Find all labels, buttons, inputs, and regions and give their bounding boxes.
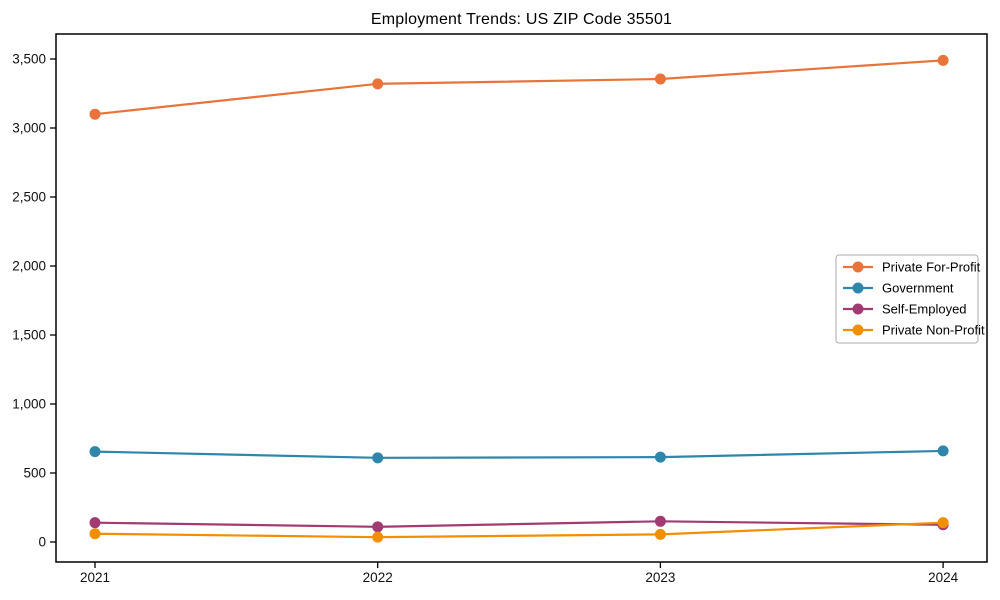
legend-marker-private-non-profit xyxy=(852,324,864,336)
series-marker-private-for-profit xyxy=(937,54,949,66)
legend-marker-self-employed xyxy=(852,303,864,315)
series-marker-government xyxy=(372,452,384,464)
x-tick-label: 2023 xyxy=(645,570,675,585)
legend-label-private-non-profit: Private Non-Profit xyxy=(882,323,985,338)
series-marker-private-for-profit xyxy=(654,73,666,85)
y-tick-label: 1,000 xyxy=(12,397,46,412)
series-line-self-employed xyxy=(93,520,945,528)
x-tick-label: 2022 xyxy=(363,570,393,585)
series-marker-self-employed xyxy=(372,521,384,533)
legend-label-self-employed: Self-Employed xyxy=(882,302,967,317)
x-tick-label: 2024 xyxy=(928,570,959,585)
y-tick-label: 3,500 xyxy=(12,52,46,67)
series-marker-private-non-profit xyxy=(89,528,101,540)
y-tick-label: 0 xyxy=(38,535,46,550)
series-line-government xyxy=(93,449,945,459)
x-tick-label: 2021 xyxy=(80,570,110,585)
series-marker-private-for-profit xyxy=(372,78,384,90)
plot-frame xyxy=(55,33,988,563)
series-marker-government xyxy=(937,445,949,457)
legend-marker-government xyxy=(852,282,864,294)
y-tick-label: 2,000 xyxy=(12,259,46,274)
y-tick-label: 1,500 xyxy=(12,328,46,343)
y-tick-label: 2,500 xyxy=(12,190,46,205)
legend: Private For-Profit Government Self-Employe… xyxy=(835,254,985,344)
legend-box xyxy=(835,254,979,344)
series-marker-private-non-profit xyxy=(372,531,384,543)
legend-marker-private-for-profit xyxy=(852,261,864,273)
y-tick-label: 500 xyxy=(23,466,46,481)
series-marker-private-non-profit xyxy=(937,517,949,529)
chart-title: Employment Trends: US ZIP Code 35501 xyxy=(370,11,673,28)
legend-label-private-for-profit: Private For-Profit xyxy=(882,260,981,275)
series-line-private-for-profit xyxy=(93,59,945,116)
series-marker-self-employed xyxy=(654,515,666,527)
series-marker-government xyxy=(654,451,666,463)
series-marker-private-for-profit xyxy=(89,108,101,120)
legend-label-government: Government xyxy=(882,281,954,296)
series-marker-private-non-profit xyxy=(654,528,666,540)
y-tick-label: 3,000 xyxy=(12,121,46,136)
series-marker-self-employed xyxy=(89,517,101,529)
series-marker-government xyxy=(89,446,101,458)
series-line-private-non-profit xyxy=(93,521,945,539)
